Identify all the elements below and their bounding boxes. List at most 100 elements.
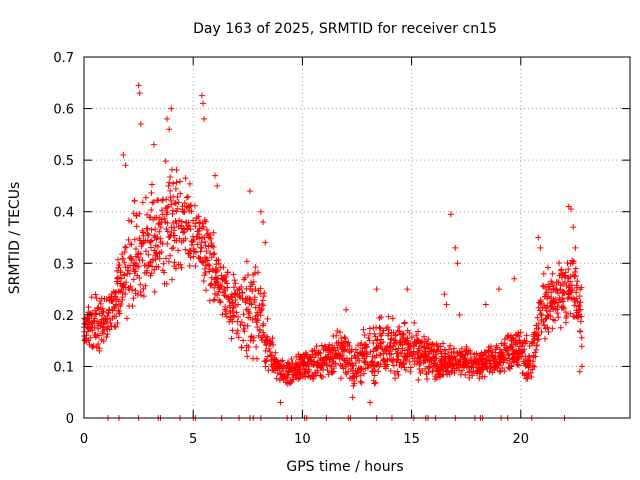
data-point — [182, 246, 189, 253]
data-point — [301, 373, 308, 380]
data-point — [255, 269, 262, 276]
data-point — [578, 334, 585, 341]
data-point — [342, 363, 349, 370]
data-point — [561, 279, 568, 286]
data-point — [168, 105, 175, 112]
data-point — [131, 236, 138, 243]
data-point — [387, 367, 394, 374]
data-point — [104, 312, 111, 319]
data-point — [155, 263, 162, 270]
data-point — [168, 201, 175, 208]
data-point — [190, 245, 197, 252]
data-point — [173, 179, 180, 186]
data-point — [262, 239, 269, 246]
data-point — [262, 347, 269, 354]
data-point — [99, 330, 106, 337]
data-point — [131, 198, 138, 205]
data-point — [424, 345, 431, 352]
data-point — [527, 369, 534, 376]
data-point — [406, 359, 413, 365]
data-point — [528, 374, 535, 381]
data-point — [572, 265, 579, 272]
data-point — [415, 376, 422, 383]
data-point — [177, 190, 184, 197]
data-point — [319, 373, 326, 380]
data-point — [167, 252, 174, 259]
data-point — [447, 211, 454, 218]
data-point — [173, 237, 180, 244]
data-point — [164, 209, 171, 216]
data-point — [492, 356, 499, 363]
data-point — [325, 371, 332, 378]
data-point — [544, 264, 551, 271]
data-point — [246, 295, 253, 302]
data-point — [532, 353, 539, 360]
data-point — [385, 313, 392, 320]
data-point — [377, 351, 384, 358]
data-point — [122, 244, 129, 251]
data-point — [553, 285, 560, 292]
data-point — [425, 336, 432, 343]
data-point — [198, 239, 205, 246]
data-point — [525, 372, 532, 379]
data-point — [409, 333, 416, 340]
data-point — [352, 360, 359, 367]
data-point — [164, 228, 171, 235]
data-point — [207, 281, 214, 288]
data-point — [534, 331, 541, 338]
data-point — [544, 312, 551, 319]
data-point — [386, 348, 393, 355]
data-point — [174, 193, 181, 200]
data-point — [228, 335, 235, 342]
data-point — [122, 290, 129, 297]
plot-frame — [83, 56, 631, 419]
data-point — [187, 254, 194, 261]
data-point — [391, 369, 398, 376]
data-point — [450, 345, 457, 352]
data-point — [187, 202, 194, 209]
data-point — [109, 307, 116, 314]
data-point — [422, 365, 429, 372]
data-point — [151, 232, 158, 239]
y-tick-label: 0.4 — [53, 206, 74, 221]
data-point — [94, 305, 101, 312]
data-point — [136, 210, 143, 217]
data-point — [185, 193, 192, 200]
data-point — [360, 370, 367, 377]
data-point — [577, 306, 584, 313]
data-point — [311, 347, 318, 354]
data-point — [263, 357, 270, 364]
data-point — [257, 285, 264, 292]
data-point — [259, 297, 266, 304]
data-point — [345, 368, 352, 375]
data-point — [178, 264, 185, 271]
data-point — [194, 241, 201, 248]
data-point — [576, 368, 583, 375]
data-point — [232, 297, 239, 304]
chart-title: Day 163 of 2025, SRMTID for receiver cn1… — [193, 21, 497, 37]
data-point — [208, 239, 215, 246]
data-point — [241, 328, 248, 335]
data-point — [249, 316, 256, 323]
data-point — [260, 302, 267, 309]
data-point — [145, 251, 152, 258]
data-point — [345, 339, 352, 346]
data-point — [296, 375, 303, 382]
y-tick-label: 0.2 — [53, 309, 74, 324]
data-point — [392, 375, 399, 382]
data-point — [481, 373, 488, 380]
data-point — [125, 267, 132, 274]
data-point — [415, 337, 422, 344]
data-point — [210, 297, 217, 304]
data-point — [441, 347, 448, 354]
data-point — [217, 298, 224, 305]
data-point — [402, 366, 409, 373]
data-point — [130, 276, 137, 283]
data-point — [495, 286, 502, 293]
data-point — [239, 289, 246, 296]
data-point — [122, 243, 129, 250]
data-point — [407, 364, 414, 371]
data-point — [341, 334, 348, 341]
data-point — [540, 270, 547, 277]
data-point — [476, 370, 483, 377]
